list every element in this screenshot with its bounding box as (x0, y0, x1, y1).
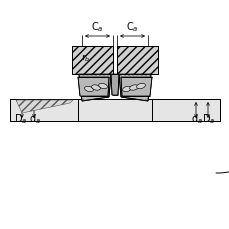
Polygon shape (78, 100, 151, 121)
Text: d$_a$: d$_a$ (29, 112, 41, 125)
Polygon shape (16, 101, 73, 114)
Text: C$_a$: C$_a$ (91, 20, 103, 34)
Polygon shape (117, 47, 157, 75)
Text: D$_a$: D$_a$ (14, 112, 27, 125)
Polygon shape (72, 47, 112, 75)
Text: D$_a$: D$_a$ (202, 112, 215, 125)
Polygon shape (151, 100, 219, 121)
Polygon shape (120, 78, 151, 97)
Ellipse shape (91, 85, 100, 91)
Ellipse shape (98, 84, 107, 89)
Polygon shape (118, 75, 150, 101)
Ellipse shape (122, 87, 131, 92)
Ellipse shape (129, 85, 138, 91)
Text: C$_a$: C$_a$ (126, 20, 138, 34)
Text: d$_a$: d$_a$ (190, 112, 202, 125)
Polygon shape (111, 75, 118, 95)
Ellipse shape (84, 87, 93, 92)
Polygon shape (79, 75, 111, 101)
Polygon shape (10, 100, 78, 121)
Ellipse shape (136, 84, 145, 89)
Text: r$_b$: r$_b$ (81, 53, 90, 64)
Polygon shape (78, 78, 109, 97)
